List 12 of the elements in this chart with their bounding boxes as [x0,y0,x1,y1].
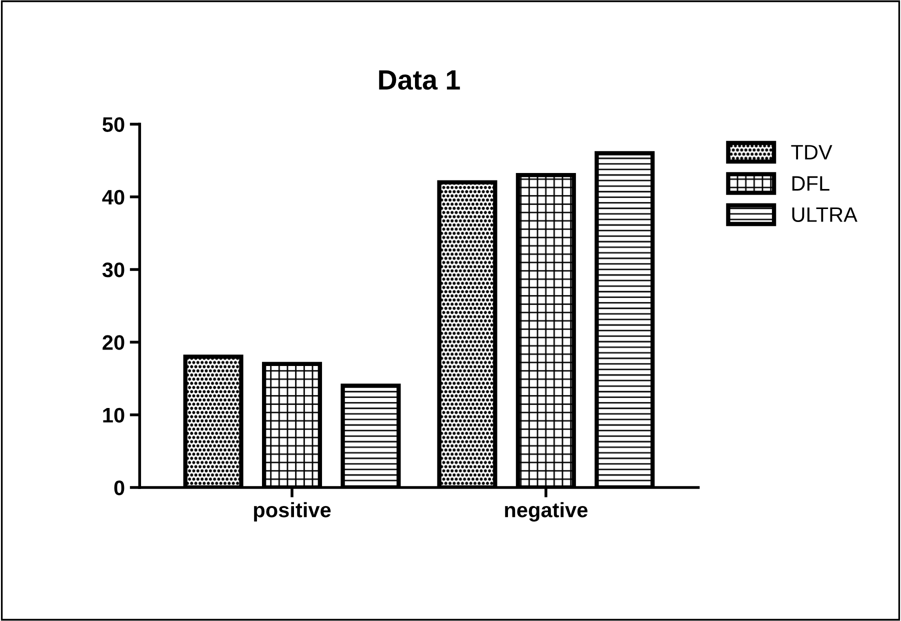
y-tick-label: 20 [102,335,124,350]
chart-title: Data 1 [379,70,460,90]
y-tick-label: 40 [102,190,124,205]
y-tick-label: 50 [102,117,124,132]
legend-label: ULTRA [792,207,858,222]
legend-label: DFL [792,176,830,191]
y-tick-label: 0 [114,480,124,496]
y-tick-label: 30 [102,262,124,278]
x-tick-label: positive [254,502,331,522]
legend-label: TDV [791,145,832,160]
y-tick-label: 10 [103,408,124,423]
x-tick-label: negative [505,502,588,522]
